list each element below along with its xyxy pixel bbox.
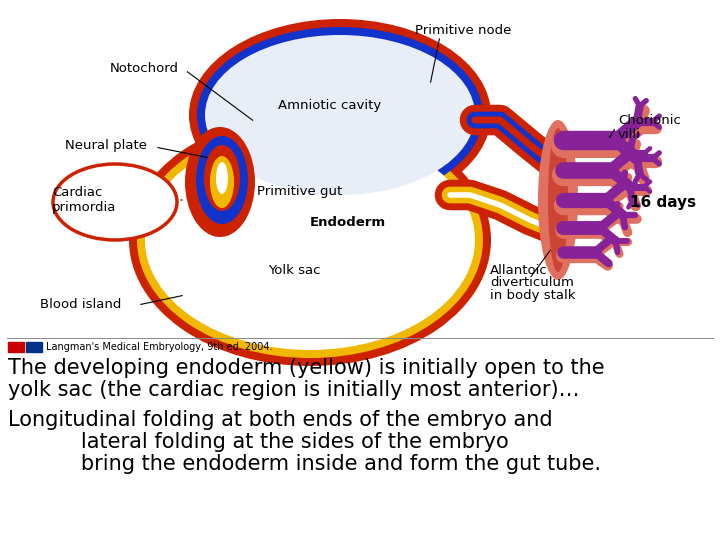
Text: Primitive gut: Primitive gut	[257, 186, 342, 199]
Ellipse shape	[205, 35, 475, 195]
Text: The developing endoderm (yellow) is initially open to the: The developing endoderm (yellow) is init…	[8, 358, 605, 378]
Text: Cardiac: Cardiac	[52, 186, 102, 199]
Ellipse shape	[145, 130, 475, 350]
Text: Endoderm: Endoderm	[310, 215, 386, 228]
Text: Langman's Medical Embryology, 9th ed. 2004.: Langman's Medical Embryology, 9th ed. 20…	[46, 342, 272, 352]
Text: yolk sac (the cardiac region is initially most anterior)…: yolk sac (the cardiac region is initiall…	[8, 380, 580, 400]
Text: Neural plate: Neural plate	[65, 138, 147, 152]
Text: Notochord: Notochord	[110, 62, 179, 75]
Ellipse shape	[197, 27, 483, 203]
Ellipse shape	[137, 122, 483, 358]
Text: diverticulum: diverticulum	[490, 276, 574, 289]
Ellipse shape	[189, 19, 491, 211]
Text: 16 days: 16 days	[630, 194, 696, 210]
Text: Longitudinal folding at both ends of the embryo and: Longitudinal folding at both ends of the…	[8, 410, 553, 430]
Text: villi: villi	[618, 127, 641, 140]
Text: Chorionic: Chorionic	[618, 113, 681, 126]
Text: Allantoic: Allantoic	[490, 264, 548, 276]
Ellipse shape	[538, 120, 578, 280]
Ellipse shape	[204, 145, 240, 211]
Text: primordia: primordia	[52, 200, 117, 213]
Ellipse shape	[129, 114, 491, 366]
Text: Amniotic cavity: Amniotic cavity	[278, 98, 382, 111]
Text: Primitive node: Primitive node	[415, 24, 511, 37]
Ellipse shape	[196, 136, 248, 224]
Text: Yolk sac: Yolk sac	[268, 264, 320, 276]
Text: Blood island: Blood island	[40, 299, 122, 312]
Ellipse shape	[185, 127, 255, 237]
Text: in body stalk: in body stalk	[490, 289, 575, 302]
Ellipse shape	[548, 128, 568, 272]
Text: bring the endoderm inside and form the gut tube.: bring the endoderm inside and form the g…	[8, 454, 601, 474]
Bar	[26, 342, 42, 352]
Bar	[8, 342, 24, 352]
Ellipse shape	[210, 156, 234, 208]
Ellipse shape	[53, 164, 177, 240]
Text: lateral folding at the sides of the embryo: lateral folding at the sides of the embr…	[8, 432, 509, 452]
Ellipse shape	[216, 162, 228, 194]
